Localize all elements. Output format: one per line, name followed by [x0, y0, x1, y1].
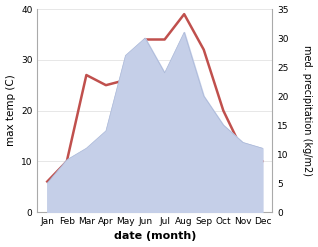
X-axis label: date (month): date (month)	[114, 231, 196, 242]
Y-axis label: max temp (C): max temp (C)	[5, 75, 16, 146]
Y-axis label: med. precipitation (kg/m2): med. precipitation (kg/m2)	[302, 45, 313, 176]
